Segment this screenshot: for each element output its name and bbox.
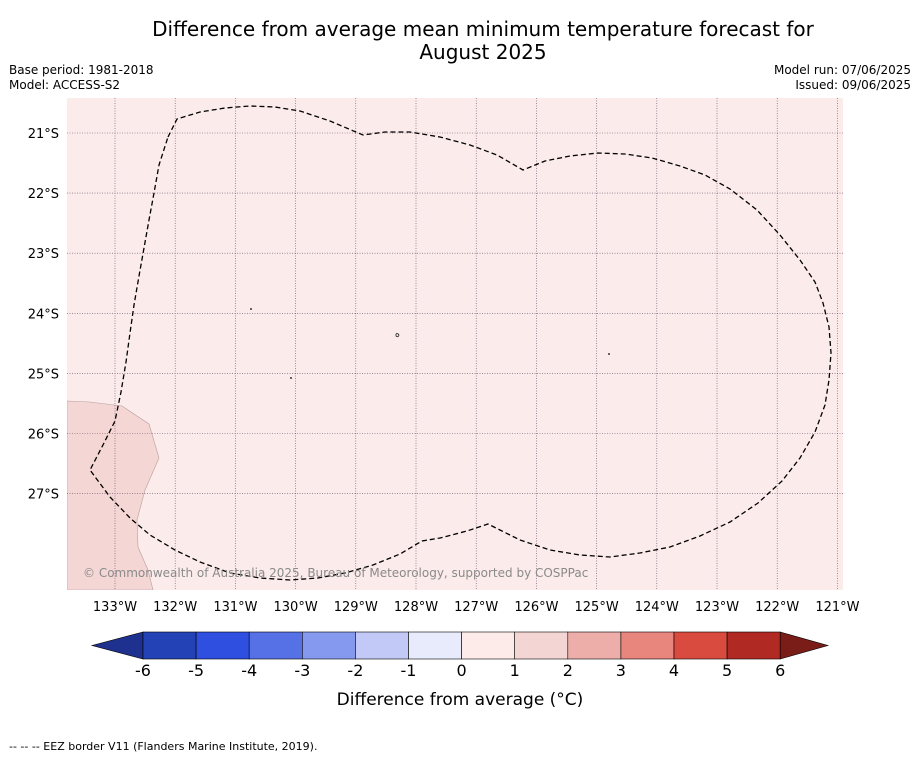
longitude-label: 129°W [334,600,378,615]
longitude-label: 126°W [514,600,558,615]
colorbar-segment [248,631,303,660]
longitude-label: 133°W [93,600,137,615]
colorbar-extend-low [90,631,144,660]
colorbar-segment [408,631,462,660]
longitude-label: 124°W [635,600,679,615]
longitude-labels: 133°W 132°W 131°W 130°W 129°W 128°W 127°W 126°W… [93,600,860,615]
colorbar-segment [301,631,356,660]
latitude-label: 22°S [28,187,59,202]
colorbar-tick-label: -6 [135,661,151,680]
colorbar-segment [673,631,728,660]
colorbar-extend-high [779,631,830,660]
colorbar-segment [195,631,250,660]
latitude-labels: 21°S 22°S 23°S 24°S 25°S 26°S 27°S [28,127,59,503]
latitude-label: 23°S [28,247,59,262]
islets [250,308,610,379]
graticule [67,98,843,590]
colorbar-tick-label: -2 [347,661,363,680]
copyright-notice: © Commonwealth of Australia 2025, Bureau… [83,566,588,580]
colorbar-tick-label: -5 [188,661,204,680]
title-line-1: Difference from average mean minimum tem… [152,17,814,41]
colorbar-segment [620,631,675,660]
base-period: Base period: 1981-2018 [9,63,154,77]
colorbar-tick-label: 1 [510,661,520,680]
colorbar-segment [355,631,409,660]
colorbar-segment [567,631,622,660]
eez-border [89,105,832,581]
latitude-label: 27°S [28,488,59,503]
colorbar-label: Difference from average (°C) [337,690,584,710]
longitude-label: 122°W [755,600,799,615]
colorbar-tick-label: 0 [457,661,467,680]
issued-date: Issued: 09/06/2025 [795,78,911,92]
longitude-label: 130°W [274,600,318,615]
meta-left: Base period: 1981-2018 Model: ACCESS-S2 [9,63,154,93]
land-area [67,400,160,590]
colorbar-segment [142,631,197,660]
chart-title: Difference from average mean minimum tem… [0,18,919,64]
longitude-label: 128°W [394,600,438,615]
colorbar-tick-label: 2 [563,661,573,680]
map-panel: © Commonwealth of Australia 2025, Bureau… [67,98,843,590]
eez-legend-note: -- -- -- EEZ border V11 (Flanders Marine… [9,740,318,753]
colorbar-tick-label: 4 [669,661,679,680]
meta-right: Model run: 07/06/2025 Issued: 09/06/2025 [774,63,911,93]
colorbar-tick-label: -4 [241,661,257,680]
latitude-label: 25°S [28,367,59,382]
longitude-label: 125°W [575,600,619,615]
latitude-label: 21°S [28,127,59,142]
latitude-label: 26°S [28,428,59,443]
longitude-label: 123°W [695,600,739,615]
longitude-label: 127°W [454,600,498,615]
colorbar-tick-label: -1 [401,661,417,680]
colorbar-ticks: -6 -5 -4 -3 -2 -1 0 1 2 3 4 5 6 [135,661,785,680]
colorbar-tick-label: -3 [294,661,310,680]
colorbar-tick-label: 6 [775,661,785,680]
colorbar-segments [90,631,830,660]
longitude-label: 131°W [213,600,257,615]
longitude-label: 121°W [815,600,859,615]
longitude-label: 132°W [153,600,197,615]
ocean-fill [67,98,843,590]
colorbar-segment [461,631,516,660]
colorbar-tick-label: 5 [722,661,732,680]
model-name: Model: ACCESS-S2 [9,78,121,92]
title-line-2: August 2025 [419,40,547,64]
model-run: Model run: 07/06/2025 [773,63,911,77]
colorbar-segment [514,631,569,660]
latitude-label: 24°S [28,307,59,322]
colorbar-tick-label: 3 [616,661,626,680]
colorbar-segment [726,631,781,660]
colorbar: -6 -5 -4 -3 -2 -1 0 1 2 3 4 5 6 Difference from aver… [90,631,830,710]
